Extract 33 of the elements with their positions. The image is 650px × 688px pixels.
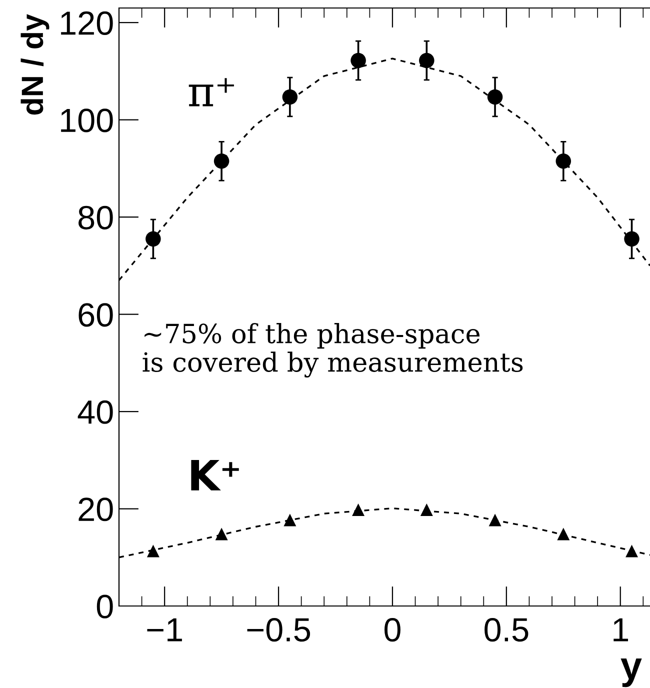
point xyxy=(352,503,365,516)
point xyxy=(215,528,228,540)
x-tick-label: 0.5 xyxy=(484,618,528,642)
point xyxy=(282,89,298,105)
point xyxy=(146,231,161,247)
point xyxy=(420,503,433,516)
annotation: ~75% of the phase-space is covered by measurements xyxy=(142,323,523,378)
x-tick-label: −1 xyxy=(147,618,182,642)
point xyxy=(488,514,502,526)
series-label: K⁺ xyxy=(191,460,239,490)
y-tick-label: 20 xyxy=(78,498,113,522)
y-tick-label: 80 xyxy=(78,206,113,230)
point xyxy=(487,89,503,105)
x-tick-label: −0.5 xyxy=(247,618,310,642)
point xyxy=(146,544,160,558)
y-axis-title: dN / dy xyxy=(20,14,50,115)
point xyxy=(350,52,366,68)
x-axis-title: y xyxy=(620,658,642,688)
y-tick-label: 40 xyxy=(78,400,113,424)
point xyxy=(626,544,638,558)
point xyxy=(214,154,230,169)
x-tick-label: 0 xyxy=(384,618,400,642)
legend-label: π⁺ xyxy=(188,78,234,106)
y-tick-label: 60 xyxy=(78,303,113,327)
y-tick-label: 120 xyxy=(61,11,113,35)
point xyxy=(419,52,434,68)
point xyxy=(624,231,640,247)
y-tick-label: 100 xyxy=(61,108,113,132)
point xyxy=(556,154,572,169)
point xyxy=(557,528,570,540)
point xyxy=(284,514,296,526)
x-tick-label: 1 xyxy=(614,618,628,642)
y-tick-label: 0 xyxy=(96,594,113,618)
